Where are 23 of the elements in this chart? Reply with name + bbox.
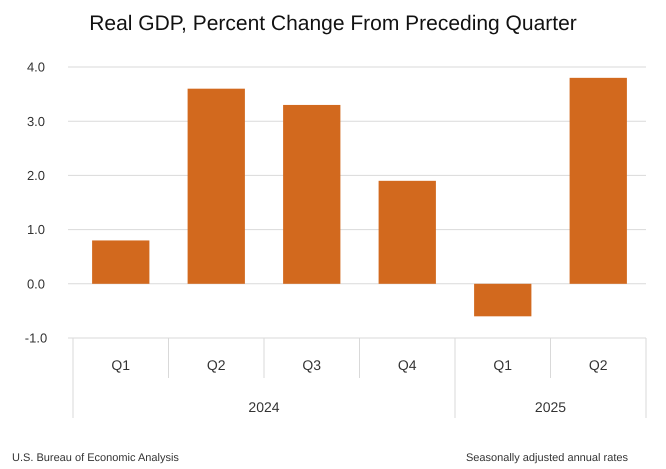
bar xyxy=(188,88,245,284)
x-tick-label: Q4 xyxy=(398,357,417,373)
bar xyxy=(570,78,627,284)
text: Seasonally adjusted annual rates xyxy=(466,452,628,464)
y-tick-label: 0.0 xyxy=(26,276,46,292)
bar xyxy=(283,104,340,284)
bar xyxy=(474,284,532,316)
bar xyxy=(378,180,436,284)
text: 2024 xyxy=(248,399,280,415)
x-tick-label: Q2 xyxy=(206,357,226,373)
y-tick-label: 4.0 xyxy=(26,60,46,75)
y-tick-label: 1.0 xyxy=(26,222,46,238)
x-tick-label: Q2 xyxy=(588,357,608,373)
text: 2025 xyxy=(534,399,566,415)
x-tick-label: Q1 xyxy=(111,357,130,373)
bar xyxy=(92,240,150,284)
y-tick-label: 2.0 xyxy=(26,168,46,183)
chart-title: Real GDP, Percent Change From Preceding Quarter xyxy=(89,12,577,35)
text: U.S. Bureau of Economic Analysis xyxy=(12,452,180,464)
y-tick-label: 3.0 xyxy=(26,114,46,129)
x-tick-label: Q3 xyxy=(302,357,322,373)
x-tick-label: Q1 xyxy=(493,357,512,373)
y-tick-label: -1.0 xyxy=(24,330,48,346)
